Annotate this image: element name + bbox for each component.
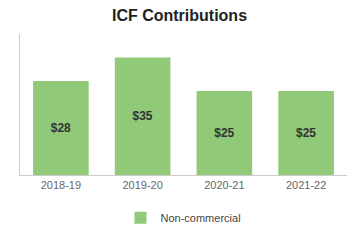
svg-text:ICF Contributions: ICF Contributions	[112, 7, 247, 24]
svg-text:$25: $25	[214, 126, 234, 140]
svg-text:$28: $28	[51, 121, 71, 135]
svg-text:2019-20: 2019-20	[122, 179, 162, 191]
svg-text:2021-22: 2021-22	[286, 179, 326, 191]
svg-text:2018-19: 2018-19	[41, 179, 81, 191]
svg-text:$35: $35	[132, 109, 152, 123]
svg-text:$25: $25	[296, 126, 316, 140]
svg-text:Non-commercial: Non-commercial	[161, 212, 241, 224]
svg-text:2020-21: 2020-21	[204, 179, 244, 191]
